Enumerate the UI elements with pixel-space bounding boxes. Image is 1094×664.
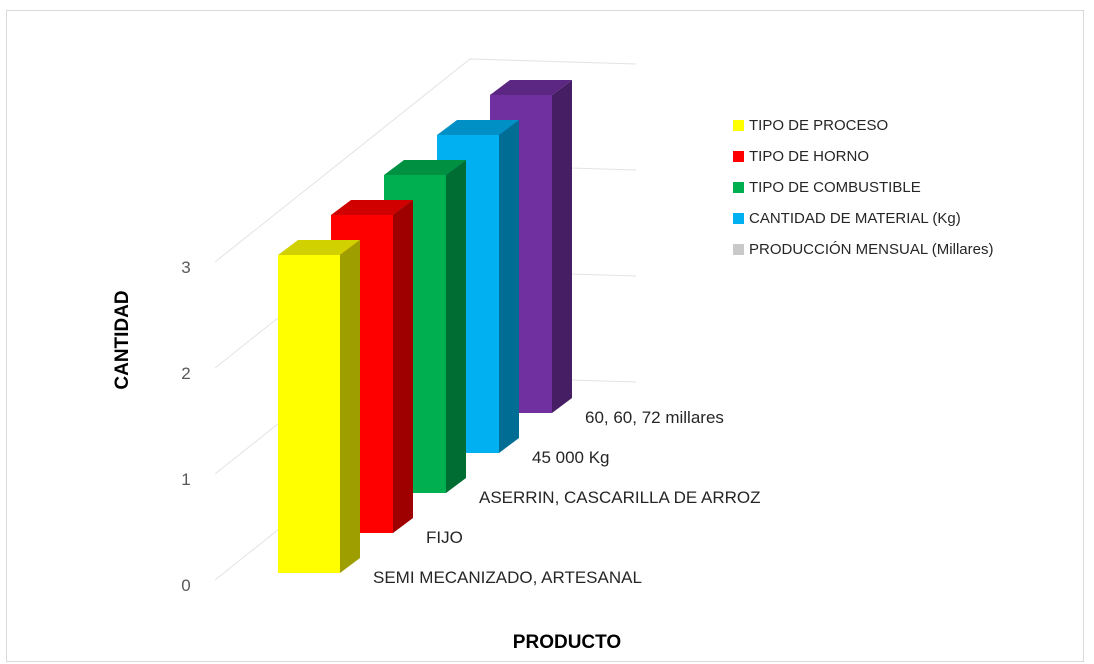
y-tick-label: 1	[181, 470, 190, 489]
bar-side	[446, 160, 466, 493]
legend-label: TIPO DE PROCESO	[749, 117, 888, 134]
bar-side	[393, 200, 413, 533]
x-category-label: 60, 60, 72 millares	[585, 408, 724, 427]
bar-side	[552, 80, 572, 413]
legend: TIPO DE PROCESO TIPO DE HORNO TIPO DE COMB…	[733, 117, 993, 258]
x-category-label: 45 000 Kg	[532, 448, 610, 467]
x-axis-title: PRODUCTO	[513, 632, 621, 653]
y-tick-label: 0	[181, 576, 190, 595]
legend-label: TIPO DE HORNO	[749, 148, 869, 165]
bar-top	[490, 80, 572, 95]
legend-swatch	[733, 182, 744, 193]
gridline	[214, 58, 637, 263]
legend-swatch	[733, 213, 744, 224]
legend-swatch	[733, 120, 744, 131]
label-layer: 0 1 2 3 SEMI MECANIZADO, ARTESANAL FIJO ASERRI…	[181, 258, 760, 595]
y-tick-label: 3	[181, 258, 190, 277]
x-category-label: SEMI MECANIZADO, ARTESANAL	[373, 568, 642, 587]
legend-item: PRODUCCIÓN MENSUAL (Millares)	[733, 241, 993, 258]
legend-item: TIPO DE HORNO	[733, 148, 869, 165]
legend-label: TIPO DE COMBUSTIBLE	[749, 179, 921, 196]
legend-item: TIPO DE PROCESO	[733, 117, 888, 134]
bar-top	[278, 240, 360, 255]
legend-label: CANTIDAD DE MATERIAL (Kg)	[749, 210, 961, 227]
legend-swatch	[733, 151, 744, 162]
bar	[278, 240, 360, 573]
bar-front	[278, 255, 340, 573]
bar-top	[384, 160, 466, 175]
x-category-label: FIJO	[426, 528, 463, 547]
y-tick-label: 2	[181, 364, 190, 383]
legend-swatch	[733, 244, 744, 255]
legend-label: PRODUCCIÓN MENSUAL (Millares)	[749, 241, 993, 258]
x-category-label: ASERRIN, CASCARILLA DE ARROZ	[479, 488, 761, 507]
bar-top	[437, 120, 519, 135]
bar-layer	[278, 80, 572, 573]
legend-item: CANTIDAD DE MATERIAL (Kg)	[733, 210, 961, 227]
y-axis-title: CANTIDAD	[112, 290, 133, 389]
bar-top	[331, 200, 413, 215]
bar-side	[499, 120, 519, 453]
bar-side	[340, 240, 360, 573]
legend-item: TIPO DE COMBUSTIBLE	[733, 179, 921, 196]
